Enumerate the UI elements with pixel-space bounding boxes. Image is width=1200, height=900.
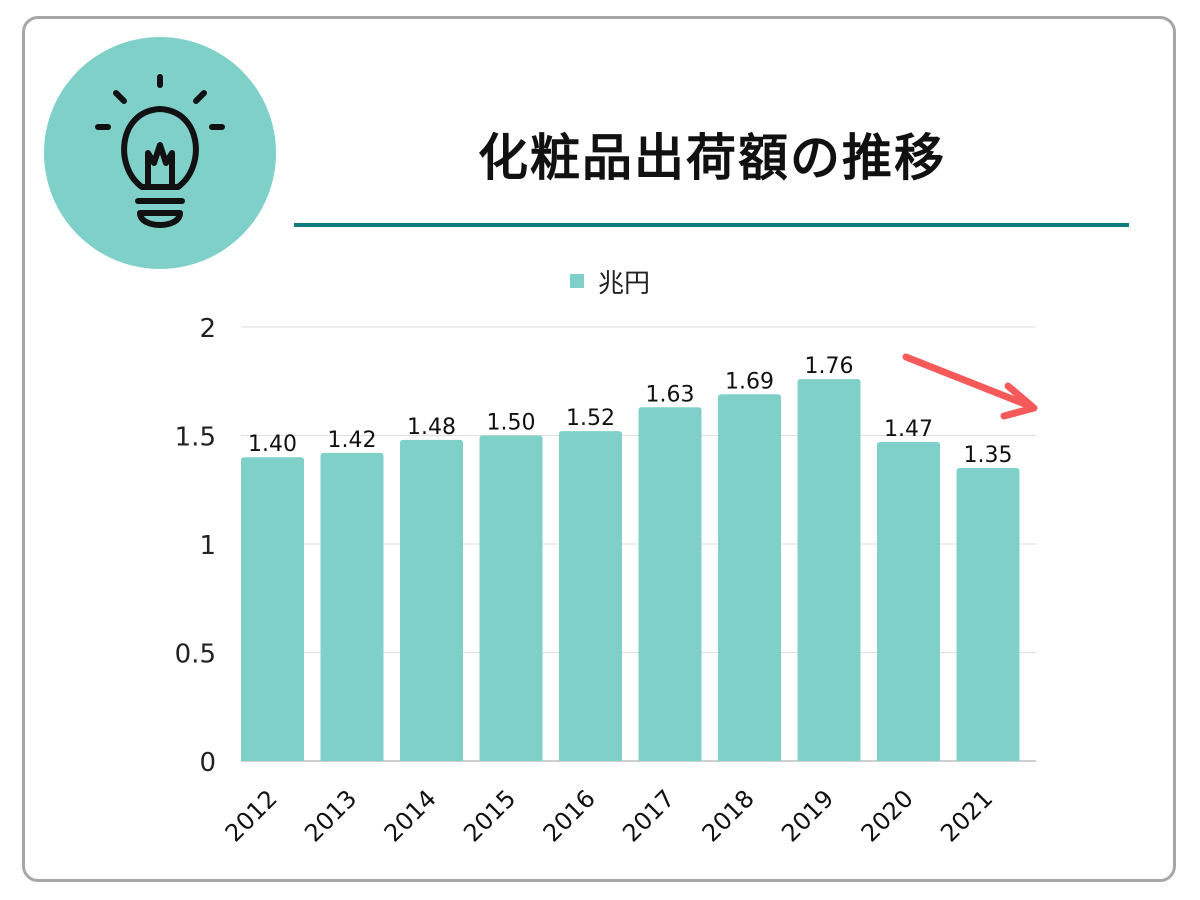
y-tick-label: 0 — [199, 748, 216, 778]
data-label: 1.76 — [805, 354, 854, 379]
y-tick-label: 1 — [199, 531, 216, 561]
y-tick-label: 0.5 — [175, 640, 216, 670]
data-label: 1.35 — [964, 443, 1013, 468]
bar — [797, 379, 861, 761]
x-tick-label: 2018 — [697, 784, 760, 847]
x-tick-label: 2013 — [299, 784, 362, 847]
y-tick-label: 2 — [199, 314, 216, 344]
data-label: 1.42 — [328, 428, 377, 453]
bar — [320, 452, 384, 761]
data-label: 1.47 — [884, 417, 933, 442]
x-tick-label: 2019 — [776, 784, 839, 847]
x-tick-label: 2017 — [617, 784, 680, 847]
x-tick-label: 2021 — [935, 784, 998, 847]
legend-swatch — [570, 274, 584, 288]
chart-title: 化粧品出荷額の推移 — [478, 129, 946, 187]
legend-label: 兆円 — [598, 268, 651, 299]
bar — [956, 468, 1020, 761]
x-tick-label: 2012 — [220, 784, 283, 847]
bar — [241, 457, 304, 761]
lightbulb-icon — [95, 74, 225, 228]
x-tick-label: 2014 — [379, 784, 442, 847]
data-label: 1.40 — [248, 432, 297, 457]
x-tick-label: 2015 — [458, 784, 521, 847]
lightbulb-badge — [44, 37, 276, 269]
x-tick-label: 2020 — [856, 784, 919, 847]
y-tick-label: 1.5 — [175, 423, 216, 453]
data-label: 1.63 — [646, 382, 695, 407]
bar — [718, 394, 781, 761]
title-divider — [294, 223, 1129, 227]
data-label: 1.52 — [566, 406, 615, 431]
data-label: 1.50 — [487, 411, 536, 436]
bar — [877, 442, 940, 761]
bar — [400, 439, 463, 761]
down-trend-arrow — [902, 353, 1038, 420]
data-label: 1.69 — [725, 369, 774, 394]
data-label: 1.48 — [407, 415, 456, 440]
bar — [479, 435, 543, 761]
bar — [638, 407, 702, 761]
chart-legend: 兆円 — [570, 264, 651, 299]
x-tick-label: 2016 — [538, 784, 601, 847]
bar — [559, 431, 622, 761]
